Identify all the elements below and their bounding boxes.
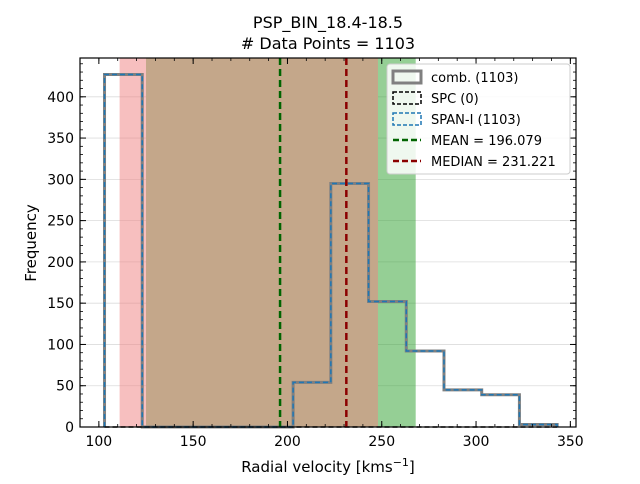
y-tick-label: 350	[47, 131, 74, 147]
histogram-bar	[105, 75, 143, 427]
x-axis-label: Radial velocity [kms−1]	[241, 456, 415, 476]
x-axis-label-sup: −1	[393, 456, 409, 469]
x-axis-label-main: Radial velocity [kms	[241, 458, 393, 476]
y-tick-label: 0	[65, 420, 74, 436]
legend-label: comb. (1103)	[431, 71, 519, 86]
y-axis-label: Frequency	[22, 204, 40, 282]
legend-label: SPC (0)	[431, 92, 479, 107]
x-tick-label: 200	[274, 434, 301, 450]
y-tick-label: 300	[47, 172, 74, 188]
x-tick-label: 150	[180, 434, 207, 450]
histogram-bar	[331, 183, 369, 427]
legend-swatch	[392, 112, 422, 126]
legend-swatch	[391, 69, 423, 85]
legend-label: SPAN-I (1103)	[431, 113, 521, 128]
y-tick-label: 100	[47, 337, 74, 353]
y-tick-label: 200	[47, 255, 74, 271]
histogram-bar	[293, 382, 331, 427]
x-axis-label-end: ]	[409, 458, 415, 476]
x-tick-label: 250	[368, 434, 395, 450]
y-tick-label: 150	[47, 296, 74, 312]
legend-label: MEAN = 196.079	[431, 134, 542, 149]
legend: comb. (1103) SPC (0) SPAN-I (1103) MEAN = 1…	[386, 63, 571, 175]
chart-subtitle: # Data Points = 1103	[241, 34, 415, 53]
y-tick-label: 400	[47, 90, 74, 106]
y-tick-label: 50	[56, 379, 74, 395]
histogram-bar	[406, 351, 444, 427]
x-tick-label: 350	[557, 434, 584, 450]
legend-box	[386, 63, 571, 175]
x-tick-label: 100	[85, 434, 112, 450]
histogram-bar	[482, 395, 520, 427]
plot-area: 100 150 200 250 300 350 0 50 100 150 200 250 300 350 4…	[47, 57, 584, 450]
x-tick-label: 300	[463, 434, 490, 450]
legend-label: MEDIAN = 231.221	[431, 155, 556, 170]
shaded-region	[146, 58, 378, 427]
histogram-bar	[369, 302, 407, 427]
chart-title: PSP_BIN_18.4-18.5	[253, 13, 403, 33]
axes-frame	[79, 57, 577, 428]
series-span-i-outline	[103, 73, 558, 428]
legend-swatch	[392, 91, 422, 105]
y-tick-label: 250	[47, 214, 74, 230]
